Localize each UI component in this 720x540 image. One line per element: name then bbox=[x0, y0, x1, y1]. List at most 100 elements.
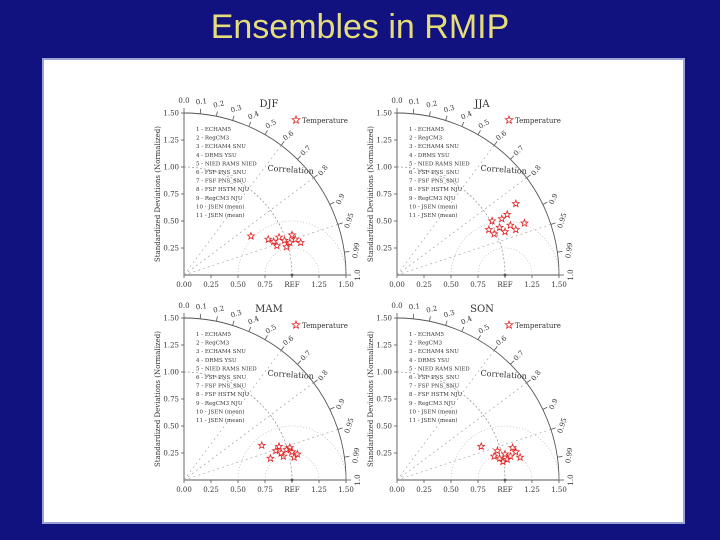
data-point bbox=[279, 235, 289, 245]
model-legend-item: 5 - NIED RAMS NIED bbox=[196, 161, 257, 167]
data-point bbox=[500, 227, 510, 236]
corr-tick bbox=[461, 326, 465, 332]
model-legend-item: 6 - FSF PNS_SNU bbox=[196, 375, 247, 381]
corr-tick bbox=[557, 251, 563, 253]
corr-tick-label: 0.95 bbox=[556, 212, 568, 229]
corr-tick bbox=[329, 201, 335, 205]
corr-tick-label: 0.3 bbox=[443, 309, 456, 320]
corr-tick bbox=[429, 111, 431, 117]
corr-tick-label: 0.4 bbox=[247, 314, 261, 326]
corr-ray bbox=[183, 224, 338, 276]
corr-tick bbox=[280, 141, 285, 146]
rms-arc bbox=[264, 247, 320, 276]
arc-label: Correlation bbox=[267, 369, 314, 381]
x-tick-label: 0.00 bbox=[176, 281, 192, 289]
y-tick-label: 1.25 bbox=[163, 137, 179, 145]
corr-tick-label: 0.8 bbox=[317, 369, 330, 383]
corr-tick-label: 0.95 bbox=[343, 417, 355, 434]
outer-arc bbox=[396, 317, 560, 481]
data-point bbox=[269, 236, 279, 246]
x-tick-label: REF bbox=[284, 281, 299, 289]
y-tick-label: 1.25 bbox=[376, 137, 392, 145]
model-legend-item: 1 - ECHAM5 bbox=[409, 332, 444, 338]
y-tick-label: 1.00 bbox=[376, 369, 392, 377]
rms-arc bbox=[237, 220, 347, 276]
x-tick-label: 0.75 bbox=[257, 486, 273, 494]
x-tick-label: 0.00 bbox=[389, 281, 405, 289]
panel-title: MAM bbox=[255, 304, 283, 315]
figure-panel: 0.0 0.1 0.2 0.3 0.4 0.5 0.6 0.7 0.8 0.9 0.95 0.99 1.… bbox=[42, 58, 685, 524]
data-point bbox=[290, 234, 300, 244]
corr-tick bbox=[297, 155, 302, 160]
y-tick-label: 1.00 bbox=[376, 164, 392, 172]
data-point bbox=[292, 449, 302, 458]
corr-tick bbox=[264, 335, 268, 340]
x-tick-label: 1.25 bbox=[524, 281, 540, 289]
x-tick-label: 1.25 bbox=[311, 281, 327, 289]
y-tick-label: 1.50 bbox=[163, 110, 179, 118]
corr-tick-label: 0.8 bbox=[530, 369, 543, 383]
legend-star-icon bbox=[504, 114, 514, 125]
x-tick-label: 0.50 bbox=[230, 486, 246, 494]
corr-tick-label: 0.3 bbox=[230, 104, 243, 115]
y-tick-label: 1.00 bbox=[163, 369, 179, 377]
x-tick-label: REF bbox=[284, 486, 299, 494]
panel-title: JJA bbox=[473, 99, 490, 110]
data-point bbox=[502, 209, 512, 219]
corr-ray bbox=[396, 382, 527, 481]
corr-tick bbox=[199, 108, 202, 114]
corr-tick bbox=[216, 111, 218, 117]
corr-tick-label: 0.8 bbox=[317, 164, 330, 178]
corr-tick-label: 0.1 bbox=[195, 302, 207, 311]
data-point bbox=[511, 198, 521, 208]
panel-title: DJF bbox=[260, 99, 279, 110]
model-legend-item: 11 - JSEN (mean) bbox=[196, 417, 245, 424]
corr-tick bbox=[199, 313, 202, 319]
ref-point bbox=[290, 273, 294, 277]
model-legend-item: 3 - ECHAM4 SNU bbox=[409, 349, 459, 355]
taylor-diagram-djf: 0.0 0.1 0.2 0.3 0.40.5 0.60.7 0.8 0.9 0.95 0.99 1.… bbox=[154, 97, 362, 289]
corr-tick-label: 0.6 bbox=[495, 129, 509, 142]
corr-tick-label: 0.9 bbox=[335, 397, 347, 411]
data-point bbox=[487, 216, 497, 225]
x-tick-label: 1.50 bbox=[338, 486, 354, 494]
data-point bbox=[500, 449, 510, 458]
corr-ray bbox=[396, 145, 495, 276]
corr-tick-label: 0.99 bbox=[564, 447, 574, 464]
corr-tick-label: 0.99 bbox=[351, 242, 361, 259]
data-point bbox=[272, 241, 282, 250]
corr-tick-label: 0.1 bbox=[408, 97, 420, 106]
x-tick-label: 0.25 bbox=[203, 486, 219, 494]
model-legend-item: 11 - JSEN (mean) bbox=[409, 212, 458, 219]
y-axis-label: Standardized Deviations (Normalized) bbox=[367, 331, 375, 467]
y-tick-label: 1.25 bbox=[376, 342, 392, 350]
corr-tick-label: 0.2 bbox=[426, 99, 439, 109]
model-legend-item: 8 - FSF HSTM NJU bbox=[409, 392, 463, 398]
model-legend-item: 3 - ECHAM4 SNU bbox=[196, 349, 246, 355]
rms-arc bbox=[450, 425, 560, 481]
corr-tick-label: 0.6 bbox=[282, 129, 296, 142]
rms-arc bbox=[477, 247, 533, 276]
model-legend-item: 6 - FSF PNS_SNU bbox=[196, 170, 247, 176]
model-legend-item: 1 - ECHAM5 bbox=[196, 332, 231, 338]
corr-tick bbox=[329, 406, 335, 410]
model-legend-item: 1 - ECHAM5 bbox=[409, 127, 444, 133]
data-point bbox=[484, 224, 494, 234]
corr-tick bbox=[248, 121, 252, 127]
marker-legend-label: Temperature bbox=[302, 117, 348, 125]
data-point bbox=[511, 447, 521, 456]
model-legend-item: 6 - FSF PNS_SNU bbox=[409, 375, 460, 381]
x-tick-label: REF bbox=[497, 486, 512, 494]
data-point bbox=[502, 454, 512, 464]
data-point bbox=[296, 237, 306, 247]
legend-star-icon bbox=[291, 114, 301, 125]
data-point bbox=[287, 447, 297, 456]
corr-ray bbox=[396, 350, 495, 481]
data-point bbox=[271, 446, 281, 455]
corr-tick bbox=[344, 251, 350, 253]
corr-tick-label: 0.9 bbox=[548, 397, 560, 411]
corr-ray bbox=[183, 429, 338, 481]
model-legend-item: 3 - ECHAM4 SNU bbox=[196, 144, 246, 150]
model-legend-item: 7 - FSF PNS_SNU bbox=[196, 384, 247, 390]
corr-tick-label: 0.4 bbox=[460, 314, 474, 326]
